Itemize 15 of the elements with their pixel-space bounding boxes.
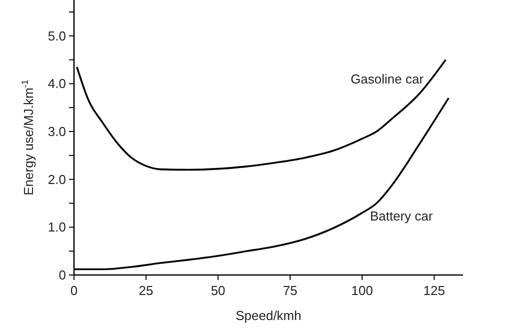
series-label: Battery car — [370, 208, 434, 224]
x-tick-label: 125 — [423, 283, 446, 298]
x-axis-title: Speed/kmh — [236, 308, 302, 323]
y-tick-label: 1.0 — [48, 220, 66, 235]
y-tick-label: 4.0 — [48, 76, 66, 92]
x-tick-label: 0 — [70, 283, 78, 298]
x-tick-label: 75 — [282, 283, 298, 298]
y-tick-label: 5.0 — [48, 28, 66, 44]
y-tick-label: 3.0 — [48, 124, 66, 140]
y-tick-label: 0 — [58, 268, 66, 283]
y-tick-label: 2.0 — [48, 172, 66, 187]
x-tick-label: 25 — [138, 283, 154, 298]
series-label: Gasoline car — [350, 72, 424, 87]
x-tick-label: 50 — [210, 283, 226, 298]
x-tick-label: 100 — [351, 283, 373, 298]
